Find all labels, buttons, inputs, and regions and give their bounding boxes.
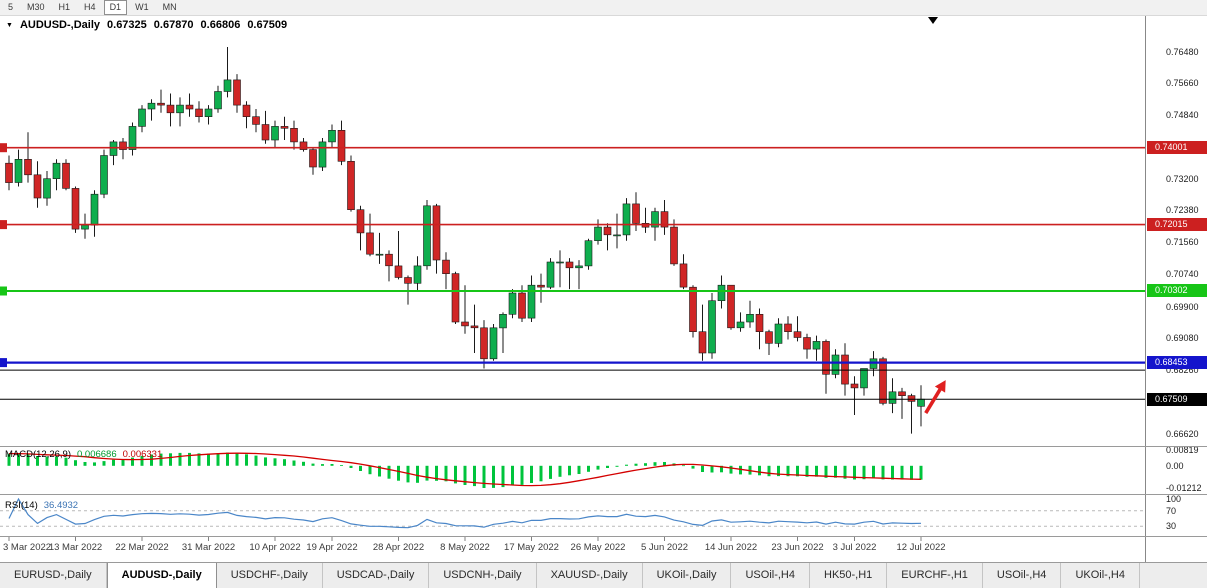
ohlc-low: 0.66806 (200, 19, 241, 31)
price-scale-label: 0.71560 (1166, 237, 1199, 248)
price-scale-label: 0.76480 (1166, 46, 1199, 57)
timeframe-button-w1[interactable]: W1 (135, 2, 149, 12)
date-label: 28 Apr 2022 (372, 542, 425, 553)
chart-tab-usoil-h4[interactable]: USOil-,H4 (731, 563, 810, 588)
price-scale-label: 0.66620 (1166, 428, 1199, 439)
panel-separator[interactable] (0, 494, 1207, 495)
price-level-badge: 0.70302 (1147, 284, 1207, 298)
price-scale-label: 0.72380 (1166, 205, 1199, 216)
chart-tab-usdchf-daily[interactable]: USDCHF-,Daily (217, 563, 323, 588)
time-axis-ticks (8, 537, 922, 541)
date-label: 8 May 2022 (440, 542, 490, 553)
date-label: 3 Jul 2022 (832, 542, 877, 553)
timeframe-button-mn[interactable]: MN (162, 2, 177, 12)
rsi-value: 36.4932 (43, 500, 79, 511)
macd-panel (7, 452, 923, 488)
candles (5, 47, 925, 434)
chart-tab-usdcad-daily[interactable]: USDCAD-,Daily (323, 563, 430, 588)
panel-separator[interactable] (0, 446, 1207, 447)
date-label: 13 Mar 2022 (48, 542, 103, 553)
rsi-scale-label: 70 (1166, 505, 1177, 516)
macd-main-value: 0.006686 (77, 449, 117, 460)
date-label: 14 Jun 2022 (704, 542, 758, 553)
timeframe-button-d1[interactable]: D1 (103, 0, 128, 15)
price-chart-canvas[interactable] (0, 0, 1207, 562)
macd-signal-value: 0.006331 (122, 449, 163, 460)
chart-tab-eurusd-daily[interactable]: EURUSD-,Daily (0, 563, 107, 588)
symbol-marker-icon: ▼ (6, 21, 13, 29)
price-level-badge: 0.74001 (1147, 141, 1207, 155)
date-label: 22 Mar 2022 (115, 542, 169, 553)
macd-scale-label: 0.00 (1166, 460, 1184, 471)
timeframe-bar: 5 M30 H1 H4 D1 W1 MN (0, 0, 183, 15)
chart-tab-hk50-h1[interactable]: HK50-,H1 (810, 563, 888, 588)
price-scale-label: 0.74840 (1166, 110, 1199, 121)
rsi-panel (0, 497, 1145, 529)
date-label: 31 Mar 2022 (181, 542, 236, 553)
date-label: 17 May 2022 (504, 542, 559, 553)
rsi-scale-label: 30 (1166, 521, 1177, 532)
chart-tab-xauusd-daily[interactable]: XAUUSD-,Daily (537, 563, 643, 588)
date-label: 23 Jun 2022 (771, 542, 824, 553)
macd-name: MACD(12,26,9) (5, 449, 71, 460)
timeframe-button-m30[interactable]: M30 (27, 2, 45, 12)
price-level-badge: 0.72015 (1147, 218, 1207, 232)
rsi-scale-label: 100 (1166, 494, 1182, 504)
macd-scale-label: 0.00819 (1166, 445, 1199, 456)
chart-title: ▼ AUDUSD-,Daily 0.67325 0.67870 0.66806 … (6, 19, 287, 31)
chart-tab-bar: EURUSD-,Daily AUDUSD-,Daily USDCHF-,Daily U… (0, 562, 1207, 588)
rsi-indicator-label: RSI(14) 36.4932 (5, 500, 78, 511)
date-label: 3 Mar 2022 (3, 542, 52, 553)
date-label: 10 Apr 2022 (249, 542, 301, 553)
chart-tab-usdcnh-daily[interactable]: USDCNH-,Daily (429, 563, 537, 588)
price-scale-label: 0.70740 (1166, 269, 1199, 279)
date-label: 12 Jul 2022 (896, 542, 946, 553)
timeframe-button-h1[interactable]: H1 (58, 2, 71, 12)
panel-separator[interactable] (0, 536, 1207, 537)
timeframe-button-5[interactable]: 5 (8, 2, 14, 12)
price-scale-label: 0.69080 (1166, 333, 1199, 344)
chart-tab-usoil-h4[interactable]: USOil-,H4 (983, 563, 1062, 588)
price-level-badge: 0.68453 (1147, 356, 1207, 370)
level-lines[interactable] (0, 143, 1145, 400)
chart-tab-audusd-daily[interactable]: AUDUSD-,Daily (106, 563, 217, 588)
price-level-badge: 0.67509 (1147, 392, 1207, 406)
timeframe-toolbar: 5 M30 H1 H4 D1 W1 MN (0, 0, 1207, 16)
ohlc-close: 0.67509 (247, 19, 288, 31)
date-label: 5 Jun 2022 (640, 542, 689, 553)
rsi-name: RSI(14) (5, 500, 38, 511)
chart-tab-eurchf-h1[interactable]: EURCHF-,H1 (887, 563, 983, 588)
price-scale-label: 0.75660 (1166, 78, 1199, 89)
ohlc-open: 0.67325 (107, 19, 147, 31)
date-label: 26 May 2022 (570, 542, 626, 553)
up-arrow-object[interactable] (921, 377, 951, 416)
chart-shift-marker-icon[interactable] (928, 17, 938, 24)
chart-symbol-label: AUDUSD-,Daily (19, 19, 101, 31)
price-scale-label: 0.68260 (1166, 365, 1199, 376)
macd-indicator-label: MACD(12,26,9) 0.006686 0.006331 (5, 449, 162, 460)
price-scale-label: 0.69900 (1166, 301, 1199, 312)
price-scale[interactable]: 0.76480 0.75660 0.74840 0.73200 0.72380 0.715… (1145, 15, 1207, 562)
date-label: 19 Apr 2022 (306, 542, 358, 553)
timeframe-button-h4[interactable]: H4 (84, 2, 96, 12)
chart-tab-ukoil-h4[interactable]: UKOil-,H4 (1061, 563, 1140, 588)
time-scale[interactable]: 3 Mar 2022 13 Mar 2022 22 Mar 2022 31 Mar 2… (0, 542, 1145, 554)
price-scale-label: 0.73200 (1166, 173, 1199, 184)
ohlc-high: 0.67870 (153, 19, 194, 31)
macd-scale-label: -0.01212 (1166, 483, 1202, 494)
chart-tab-ukoil-daily[interactable]: UKOil-,Daily (643, 563, 732, 588)
